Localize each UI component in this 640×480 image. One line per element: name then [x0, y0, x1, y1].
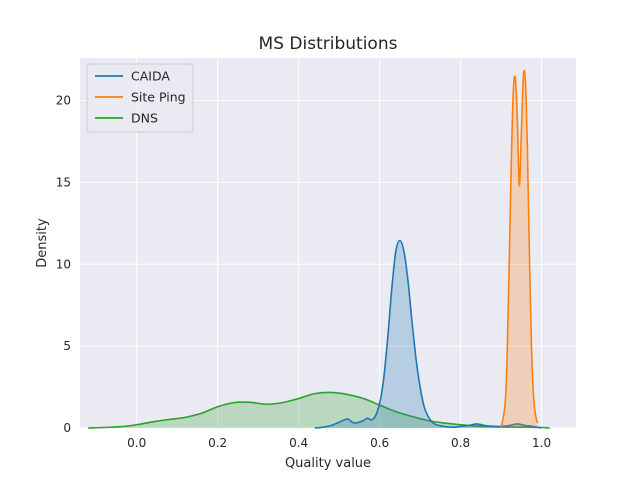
- x-axis-label: Quality value: [285, 456, 371, 471]
- series-area-dns: [88, 392, 550, 428]
- y-axis-label: Density: [35, 218, 50, 268]
- series-line-dns: [88, 391, 550, 429]
- y-tick-label: 5: [63, 339, 71, 353]
- series-line-site-ping: [500, 69, 539, 429]
- x-tick-label: 0.8: [451, 436, 470, 450]
- legend-label-site-ping: Site Ping: [131, 90, 186, 105]
- legend-label-dns: DNS: [131, 111, 158, 126]
- legend-label-caida: CAIDA: [131, 69, 170, 84]
- legend-box: [86, 63, 194, 133]
- y-tick-label: 0: [63, 421, 71, 435]
- x-tick-label: 0.6: [370, 436, 389, 450]
- x-tick-label: 0.4: [289, 436, 308, 450]
- tick-labels: 0.0 0.2 0.4 0.6 0.8 1.0 0 5 10 15 20: [56, 94, 551, 450]
- x-tick-label: 0.0: [127, 436, 146, 450]
- x-tick-label: 1.0: [532, 436, 551, 450]
- y-tick-label: 20: [56, 94, 71, 108]
- chart-title: MS Distributions: [259, 34, 398, 54]
- series-area-site-ping: [501, 70, 538, 428]
- x-tick-label: 0.2: [208, 436, 227, 450]
- series-line-caida: [314, 239, 542, 429]
- series-layer: [88, 69, 550, 429]
- y-tick-label: 10: [56, 257, 71, 271]
- grid-lines: [80, 58, 576, 429]
- legend: CAIDA Site Ping DNS: [86, 63, 194, 133]
- y-tick-label: 15: [56, 175, 71, 189]
